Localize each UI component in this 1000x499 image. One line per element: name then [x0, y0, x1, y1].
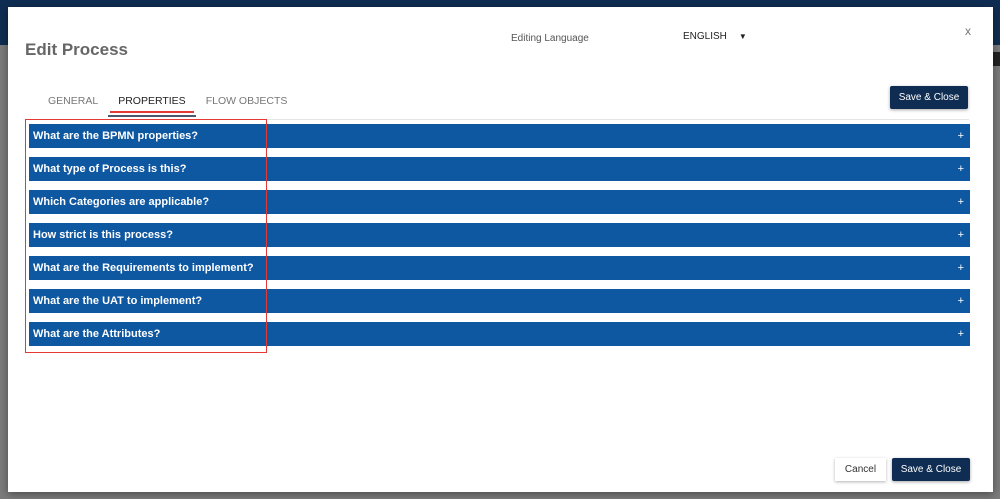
dialog-title: Edit Process: [25, 40, 128, 59]
editing-language-label: Editing Language: [511, 33, 589, 44]
language-value: ENGLISH: [683, 31, 727, 42]
panel-label: What are the UAT to implement?: [33, 295, 203, 307]
cancel-button[interactable]: Cancel: [835, 458, 886, 481]
panel-label: How strict is this process?: [33, 229, 173, 241]
backdrop-content: [992, 52, 1000, 66]
tab-flow-objects[interactable]: FLOW OBJECTS: [205, 95, 288, 107]
tab-divider: [25, 119, 969, 120]
tab-properties[interactable]: PROPERTIES: [108, 95, 196, 117]
accordion-panel-attributes[interactable]: What are the Attributes? +: [29, 322, 970, 346]
plus-icon: +: [957, 328, 964, 340]
tab-general[interactable]: GENERAL: [48, 95, 99, 107]
accordion-panel-categories[interactable]: Which Categories are applicable? +: [29, 190, 970, 214]
close-icon[interactable]: x: [965, 24, 971, 38]
accordion-panel-process-type[interactable]: What type of Process is this? +: [29, 157, 970, 181]
panel-label: Which Categories are applicable?: [33, 196, 210, 208]
language-select[interactable]: ENGLISH ▼: [683, 31, 747, 42]
plus-icon: +: [957, 163, 964, 175]
save-close-button[interactable]: Save & Close: [892, 458, 970, 481]
accordion-panel-uat[interactable]: What are the UAT to implement? +: [29, 289, 970, 313]
panel-label: What are the Requirements to implement?: [33, 262, 254, 274]
plus-icon: +: [957, 196, 964, 208]
plus-icon: +: [957, 295, 964, 307]
save-close-button-top[interactable]: Save & Close: [890, 86, 968, 109]
panel-label: What are the Attributes?: [33, 328, 161, 340]
accordion-panel-bpmn-properties[interactable]: What are the BPMN properties? +: [29, 124, 970, 148]
accordion: What are the BPMN properties? + What type…: [29, 124, 970, 355]
panel-label: What type of Process is this?: [33, 163, 187, 175]
panel-label: What are the BPMN properties?: [33, 130, 199, 142]
tab-bar: GENERAL PROPERTIES FLOW OBJECTS: [38, 95, 297, 117]
accordion-panel-requirements[interactable]: What are the Requirements to implement? +: [29, 256, 970, 280]
caret-down-icon: ▼: [738, 32, 747, 41]
plus-icon: +: [957, 229, 964, 241]
plus-icon: +: [957, 130, 964, 142]
plus-icon: +: [957, 262, 964, 274]
edit-process-dialog: Edit Process Editing Language ENGLISH ▼ x…: [8, 7, 993, 492]
accordion-panel-strictness[interactable]: How strict is this process? +: [29, 223, 970, 247]
